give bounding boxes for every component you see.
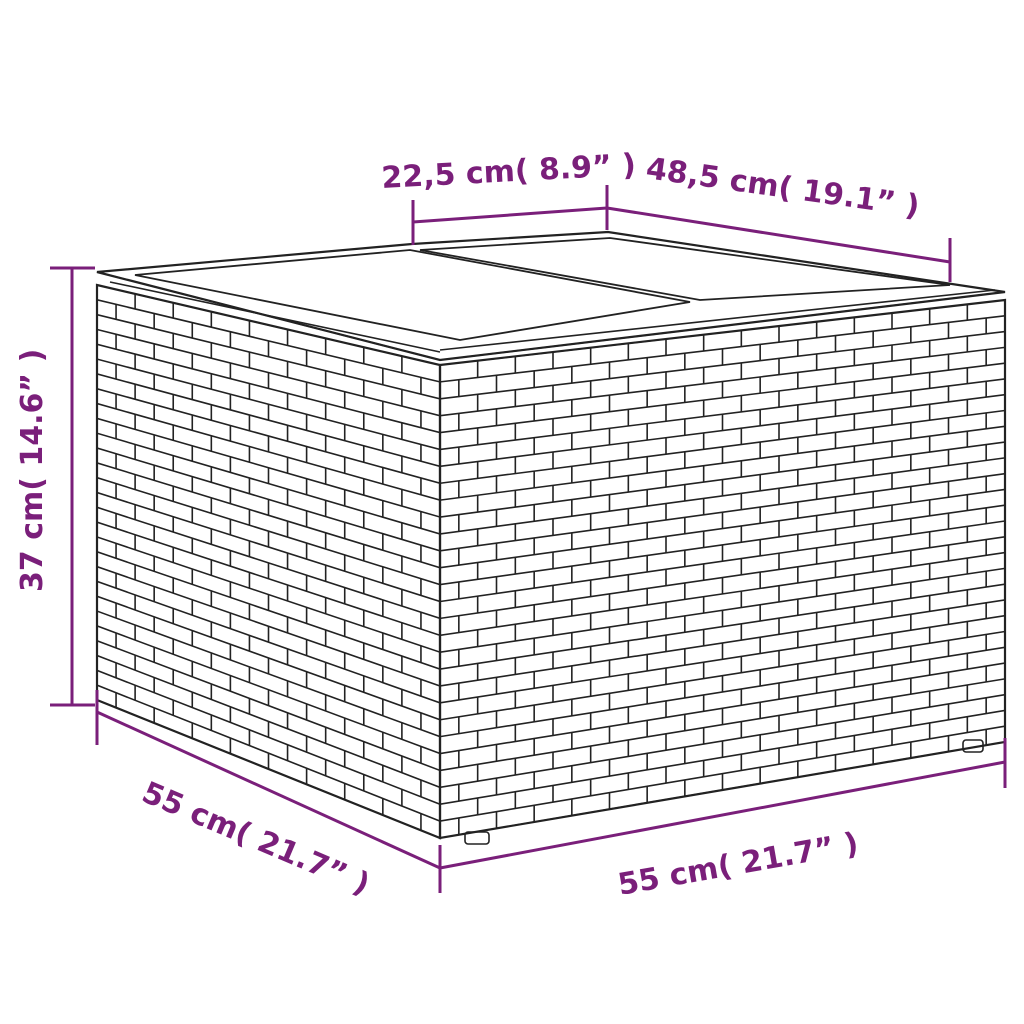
height-label: 37 cm( 14.6” )	[15, 349, 50, 592]
left-face-weave	[97, 285, 440, 838]
front-width-label: 55 cm( 21.7” )	[615, 826, 861, 903]
weave-strand	[440, 393, 1005, 468]
weave-strand	[440, 362, 1005, 434]
weave-strand	[97, 343, 440, 434]
foot	[464, 831, 490, 845]
weave-strand	[97, 580, 440, 704]
weave-strand	[440, 614, 1005, 704]
front-width-line	[439, 760, 1006, 870]
glass-panel-left	[134, 249, 691, 341]
weave-strand	[97, 373, 440, 468]
weave-strand	[97, 491, 440, 603]
weave-strand	[440, 457, 1005, 535]
weave-strand	[97, 639, 440, 772]
top-width-line	[606, 206, 951, 264]
weave-strand	[440, 583, 1005, 670]
weave-strand	[97, 669, 440, 805]
weave-strand	[440, 488, 1005, 569]
weave-strand	[440, 551, 1005, 637]
weave-strand	[97, 432, 440, 535]
weave-strand	[97, 462, 440, 569]
weave-strand	[97, 551, 440, 670]
weave-strand	[440, 678, 1005, 772]
weave-strand	[97, 313, 440, 400]
top-depth-label: 22,5 cm( 8.9” )	[381, 148, 637, 196]
weave-strand	[440, 646, 1005, 738]
side-depth-label: 55 cm( 21.7” )	[137, 775, 375, 902]
top-depth-line	[412, 206, 608, 224]
weave-strand	[440, 709, 1005, 806]
dimension-lines	[50, 185, 1007, 893]
top-frame-weave	[96, 271, 1006, 361]
weave-strand	[97, 610, 440, 738]
weave-strand	[440, 425, 1005, 501]
weave-strand	[97, 402, 440, 501]
side-depth-line	[96, 710, 441, 870]
glass-panel-right	[419, 237, 951, 301]
top-width-label: 48,5 cm( 19.1” )	[644, 151, 922, 224]
top-frame	[96, 230, 1006, 362]
foot	[962, 739, 984, 753]
weave-strand	[440, 330, 1005, 400]
table-body	[95, 230, 1007, 845]
right-face-weave	[440, 300, 1005, 838]
weave-strand	[97, 521, 440, 637]
weave-strand	[440, 520, 1005, 603]
